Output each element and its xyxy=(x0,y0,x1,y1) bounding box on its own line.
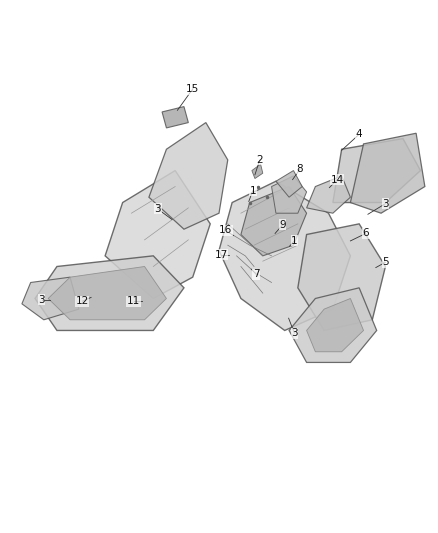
Text: 17: 17 xyxy=(215,250,228,260)
Text: 3: 3 xyxy=(291,328,298,338)
Text: 16: 16 xyxy=(219,225,232,235)
Text: 8: 8 xyxy=(297,164,304,174)
Polygon shape xyxy=(162,107,188,128)
Text: 3: 3 xyxy=(38,295,45,304)
Text: 1: 1 xyxy=(291,236,298,246)
Text: 4: 4 xyxy=(356,130,363,139)
Polygon shape xyxy=(276,171,302,197)
Polygon shape xyxy=(219,181,350,330)
Polygon shape xyxy=(350,133,425,213)
Polygon shape xyxy=(252,164,263,179)
Polygon shape xyxy=(289,288,377,362)
Polygon shape xyxy=(48,266,166,320)
Text: 14: 14 xyxy=(331,175,344,184)
Polygon shape xyxy=(272,176,307,213)
Text: 6: 6 xyxy=(362,229,369,238)
Polygon shape xyxy=(307,176,350,213)
Polygon shape xyxy=(298,224,385,330)
Polygon shape xyxy=(307,298,364,352)
Text: 2: 2 xyxy=(256,155,263,165)
Text: 5: 5 xyxy=(382,257,389,267)
Text: 11: 11 xyxy=(127,296,140,306)
Polygon shape xyxy=(241,187,307,256)
Text: 7: 7 xyxy=(253,270,260,279)
Text: 1: 1 xyxy=(249,186,256,196)
Text: 3: 3 xyxy=(154,204,161,214)
Polygon shape xyxy=(35,256,184,330)
Polygon shape xyxy=(105,171,210,298)
Text: 9: 9 xyxy=(279,220,286,230)
Polygon shape xyxy=(22,277,79,320)
Polygon shape xyxy=(149,123,228,229)
Text: 3: 3 xyxy=(382,199,389,208)
Polygon shape xyxy=(333,139,420,203)
Text: 15: 15 xyxy=(186,84,199,94)
Text: 12: 12 xyxy=(76,296,89,306)
